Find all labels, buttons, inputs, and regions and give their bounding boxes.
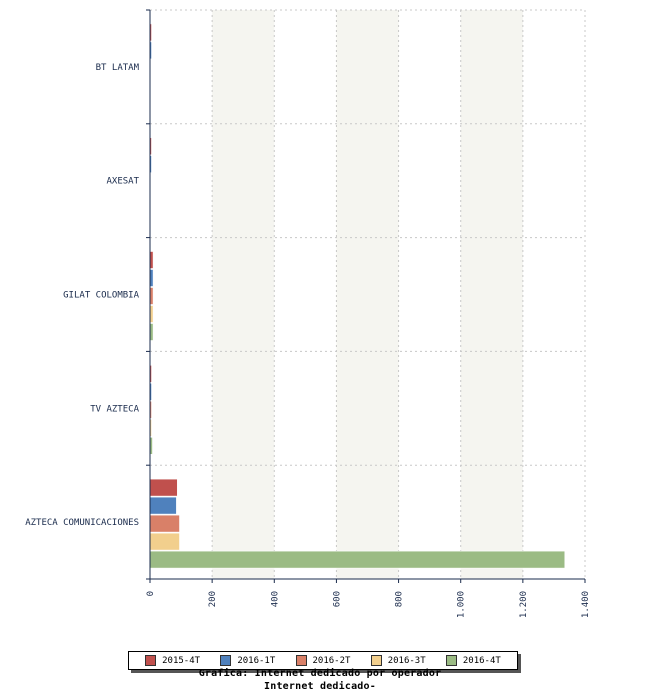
x-tick-label: 0	[146, 591, 156, 596]
x-tick-label: 800	[395, 591, 405, 607]
legend-item: 2016-2T	[295, 655, 351, 666]
category-label: AXESAT	[106, 177, 139, 187]
background-band	[212, 10, 275, 579]
legend-item: 2016-1T	[220, 655, 275, 666]
legend-swatch	[145, 655, 157, 666]
background-bands	[212, 10, 523, 579]
axes	[146, 9, 586, 583]
x-tick-label: 1.200	[519, 591, 529, 618]
legend: 2015-4T 2016-1T 2016-2T 2016-3T 2016-4T	[128, 651, 518, 670]
tick-labels: 0 200 400 600 800 1.000 1.200 1.400	[146, 591, 591, 618]
category-label: TV AZTECA	[90, 404, 139, 414]
category-labels: BT LATAM AXESAT GILAT COLOMBIA TV AZTECA AZT…	[25, 63, 139, 528]
x-tick-label: 1.000	[457, 591, 467, 618]
legend-label: 2016-3T	[387, 655, 426, 666]
legend-label: 2015-4T	[162, 655, 201, 666]
bar	[149, 514, 180, 533]
x-tick-label: 600	[332, 591, 342, 607]
bar	[149, 550, 566, 569]
category-label: BT LATAM	[96, 63, 140, 73]
legend-label: 2016-2T	[312, 655, 351, 666]
chart-subtitle: Internet dedicado-	[264, 681, 376, 692]
legend-swatch	[295, 655, 307, 666]
bar	[149, 496, 177, 515]
category-label: GILAT COLOMBIA	[63, 291, 139, 301]
category-label: AZTECA COMUNICACIONES	[25, 518, 139, 528]
background-band	[336, 10, 399, 579]
chart-title: Grafica: Internet dedicado por operador	[198, 668, 442, 679]
bar	[149, 478, 178, 497]
bars	[149, 23, 566, 569]
legend-item: 2016-3T	[370, 655, 426, 666]
legend-item: 2016-4T	[445, 655, 501, 666]
x-tick-label: 400	[270, 591, 280, 607]
legend-swatch	[220, 655, 232, 666]
x-tick-label: 1.400	[581, 591, 591, 618]
background-band	[460, 10, 523, 579]
legend-item: 2015-4T	[145, 655, 200, 666]
x-tick-label: 200	[208, 591, 218, 607]
legend-label: 2016-1T	[237, 655, 276, 666]
legend-swatch	[445, 655, 457, 666]
legend-label: 2016-4T	[462, 655, 501, 666]
legend-swatch	[370, 655, 382, 666]
bar	[149, 532, 180, 551]
